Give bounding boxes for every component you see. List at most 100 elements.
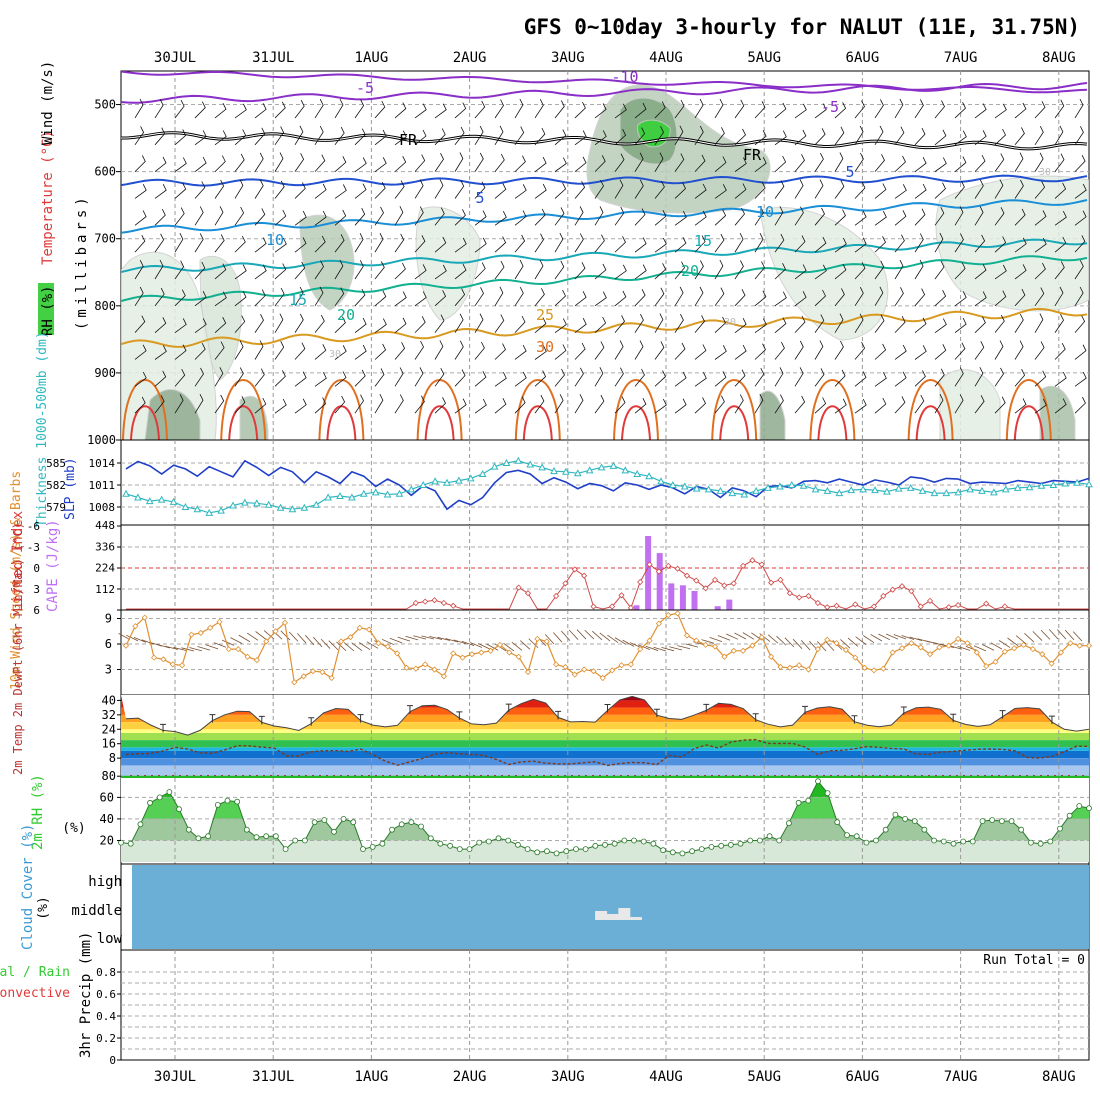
wind-barb xyxy=(694,183,707,199)
wind-barb xyxy=(694,315,705,333)
run-total-label: Run Total = 0 xyxy=(983,953,1085,968)
wind-barb xyxy=(154,127,166,146)
wind-barb xyxy=(814,179,824,199)
wind-barb xyxy=(634,398,647,414)
thickness-marker xyxy=(752,486,760,494)
thickness-marker xyxy=(1085,480,1093,488)
wind-barb xyxy=(574,318,587,333)
wind-marker xyxy=(983,663,990,670)
thickness-marker xyxy=(348,493,356,501)
wind-marker xyxy=(459,654,466,661)
surface-barb xyxy=(181,647,195,652)
wind-barb xyxy=(654,287,665,307)
wind-barb xyxy=(794,235,806,253)
bottom-date-label: 6AUG xyxy=(846,1069,880,1085)
li-marker xyxy=(665,562,672,569)
isotherm-line xyxy=(121,82,1088,104)
wind-barb xyxy=(674,342,686,360)
wind-marker xyxy=(179,662,186,669)
wind-barb xyxy=(654,126,664,146)
wind-marker xyxy=(122,642,130,649)
wind-barb xyxy=(494,372,507,387)
wind-marker xyxy=(150,654,158,661)
wind-barb xyxy=(834,237,847,253)
wind-barb xyxy=(734,318,747,333)
wind-barb xyxy=(934,232,944,253)
temperature-band xyxy=(121,750,1089,759)
rh-marker xyxy=(573,846,579,852)
surface-barb xyxy=(607,634,619,643)
thickness-line xyxy=(125,460,1090,514)
wind-barb xyxy=(234,367,244,387)
wind-barb xyxy=(514,287,524,307)
wind-barb xyxy=(214,179,225,199)
wind-barb xyxy=(1074,344,1087,360)
wind-barb xyxy=(734,128,746,146)
bottom-date-label: 1AUG xyxy=(355,1069,389,1085)
wind-marker xyxy=(356,624,363,631)
wind-barb xyxy=(254,237,267,253)
wind-marker xyxy=(1048,660,1055,667)
rh-marker xyxy=(708,844,715,850)
surface-barb xyxy=(173,647,187,651)
wind-barb xyxy=(534,233,544,253)
li-marker xyxy=(898,583,906,590)
thickness-marker xyxy=(776,482,784,490)
rh-marker xyxy=(747,837,754,844)
slp-frame xyxy=(120,439,1090,526)
surface-barb xyxy=(494,643,507,652)
thickness-marker xyxy=(823,486,832,494)
wind-barb xyxy=(854,152,864,172)
isotherm-line xyxy=(121,199,1088,234)
wind-barb xyxy=(1034,287,1045,307)
wind-barb xyxy=(174,260,185,280)
wind-marker xyxy=(216,618,223,625)
wind-barb xyxy=(314,286,324,307)
wind-marker xyxy=(450,650,457,657)
wind-barb xyxy=(854,100,865,119)
wind-barb xyxy=(234,179,244,199)
wind-barb xyxy=(734,99,745,119)
wind-barb xyxy=(714,209,727,226)
wind-barb xyxy=(794,206,804,226)
lifted-index-markers xyxy=(412,557,1008,611)
wind-barb xyxy=(334,371,347,387)
wind-barb xyxy=(614,367,624,387)
surface-barb xyxy=(528,638,539,649)
wind-barb xyxy=(194,291,207,307)
wind-barb xyxy=(234,235,246,253)
wind-barb xyxy=(354,208,366,226)
thickness-marker xyxy=(597,463,606,471)
wind-barb xyxy=(454,237,467,253)
surface-barb xyxy=(389,637,403,644)
wind-barb xyxy=(834,263,847,280)
wind-barb xyxy=(1054,236,1067,253)
wind-barb xyxy=(554,318,567,333)
rh-marker xyxy=(544,848,550,855)
rh-marker xyxy=(282,846,289,852)
wind-barb xyxy=(874,210,887,226)
tick-label: 500 xyxy=(94,98,116,112)
rh-marker xyxy=(534,849,541,856)
temperature-tick-label: 24 xyxy=(102,722,116,736)
wind-barb xyxy=(394,394,404,414)
wind-marker xyxy=(160,656,167,663)
rh-marker xyxy=(224,797,231,804)
wind-barb xyxy=(1074,155,1086,172)
wind-barb xyxy=(1074,126,1084,146)
isotherm-label: 10 xyxy=(756,203,774,221)
isotherm-label: 10 xyxy=(266,231,284,249)
wind-marker xyxy=(955,635,962,642)
top-date-label: 2AUG xyxy=(453,50,487,66)
wind-barb xyxy=(774,394,784,414)
wind-marker xyxy=(403,664,410,671)
wind-barb xyxy=(514,210,527,226)
rh-marker xyxy=(127,840,134,847)
thickness-marker xyxy=(526,460,535,468)
wind-barb xyxy=(194,233,204,253)
wind-tick-label: 9 xyxy=(105,612,112,626)
wind-marker xyxy=(412,665,419,672)
wind-barb xyxy=(354,317,367,333)
wind-barb xyxy=(394,130,407,146)
max-marker xyxy=(703,703,710,713)
